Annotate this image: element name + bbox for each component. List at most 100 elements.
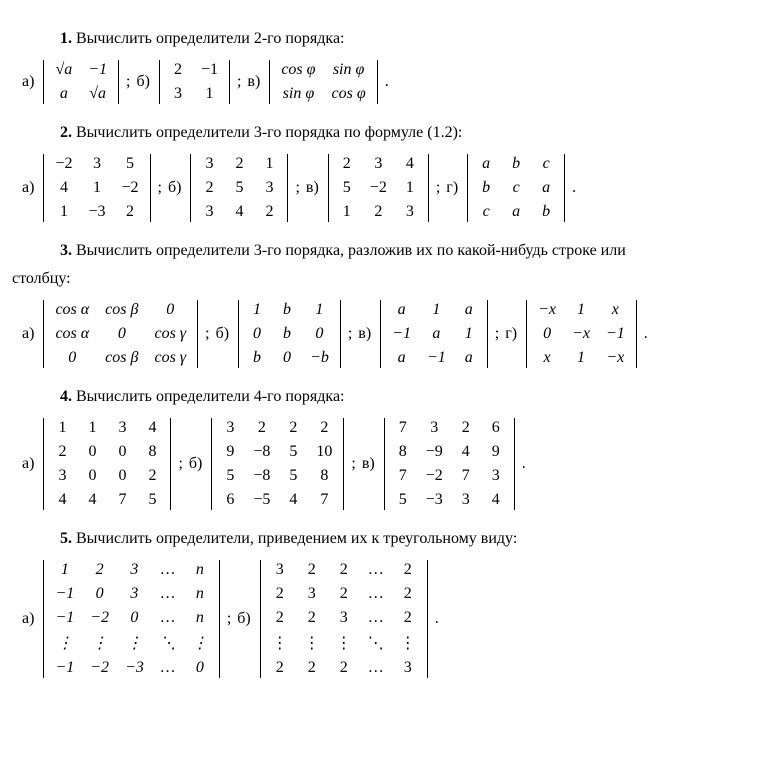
matrix-cell: 4 (451, 440, 481, 464)
matrix-cell: a (501, 200, 531, 224)
label-2g: г) (446, 179, 458, 197)
problem-3-heading: 3. Вычислить определители 3-го порядка, … (60, 242, 768, 260)
label-3a: а) (22, 325, 34, 343)
matrix-cell: c (471, 200, 501, 224)
matrix-cell: −2 (47, 152, 80, 176)
matrix-cell: 6 (215, 488, 245, 512)
problem-4-heading: 4. Вычислить определители 4-го порядка: (60, 388, 768, 406)
matrix-cell: … (360, 606, 392, 630)
matrix-cell: 3 (264, 558, 296, 582)
matrix-cell: −x (530, 298, 564, 322)
matrix-cell: −1 (47, 582, 82, 606)
det-1b: 2−131 (156, 58, 233, 106)
det-5b: 322…2232…2223…2⋮⋮⋮⋱⋮222…3 (257, 558, 431, 680)
matrix-cell: b (242, 346, 272, 370)
matrix-cell: 1 (47, 416, 77, 440)
matrix-cell: 4 (278, 488, 308, 512)
matrix-cell: 8 (388, 440, 418, 464)
problem-2-heading: 2. Вычислить определители 3-го порядка п… (60, 124, 768, 142)
matrix-cell: 1 (77, 416, 107, 440)
problem-5-row: а) 123…n−103…n−1−20…n⋮⋮⋮⋱⋮−1−2−3…0 ; б) … (22, 558, 768, 680)
label-3b: б) (216, 325, 229, 343)
matrix-cell: 2 (114, 200, 147, 224)
matrix-cell: 3 (481, 464, 511, 488)
matrix-cell: 0 (117, 606, 152, 630)
det-4a: 1134200830024475 (40, 416, 174, 512)
problem-3-text: Вычислить определители 3-го порядка, раз… (72, 242, 626, 259)
matrix-cell: 3 (392, 656, 424, 680)
matrix-cell: 3 (163, 82, 193, 106)
matrix-cell: 3 (328, 606, 360, 630)
matrix-cell: 1 (47, 558, 82, 582)
matrix-cell: 1 (302, 298, 337, 322)
matrix-cell: a (384, 298, 419, 322)
problem-1-number: 1. (60, 30, 72, 47)
matrix-cell: 3 (254, 176, 284, 200)
label-2b: б) (168, 179, 181, 197)
matrix-cell: 2 (47, 440, 77, 464)
matrix-cell: −2 (82, 656, 117, 680)
matrix-cell: 3 (215, 416, 245, 440)
det-1a: √a−1a√a (40, 58, 122, 106)
matrix-cell: 2 (264, 582, 296, 606)
matrix-cell: 2 (82, 558, 117, 582)
matrix-cell: ⋮ (296, 630, 328, 656)
matrix-cell: 4 (395, 152, 425, 176)
matrix-cell: 0 (77, 440, 107, 464)
problem-5-heading: 5. Вычислить определители, приведением и… (60, 530, 768, 548)
matrix-cell: b (272, 298, 302, 322)
matrix-cell: ⋱ (152, 630, 184, 656)
matrix-cell: 3 (451, 488, 481, 512)
matrix-cell: 1 (332, 200, 362, 224)
matrix-cell: 7 (451, 464, 481, 488)
matrix-cell: 2 (392, 582, 424, 606)
matrix-cell: 4 (224, 200, 254, 224)
problem-3-number: 3. (60, 242, 72, 259)
matrix-cell: 2 (451, 416, 481, 440)
matrix-cell: 7 (388, 464, 418, 488)
problem-1-heading: 1. Вычислить определители 2-го порядка: (60, 30, 768, 48)
matrix-cell: 0 (47, 346, 97, 370)
matrix-cell: 10 (308, 440, 340, 464)
problem-5-text: Вычислить определители, приведением их к… (72, 530, 517, 547)
matrix-cell: 2 (296, 656, 328, 680)
det-3b: 1b10b0b0−b (235, 298, 344, 370)
matrix-cell: −1 (47, 656, 82, 680)
sep-2ab: ; (158, 179, 162, 197)
sep-2bv: ; (295, 179, 299, 197)
det-5a: 123…n−103…n−1−20…n⋮⋮⋮⋱⋮−1−2−3…0 (40, 558, 222, 680)
label-5b: б) (237, 610, 250, 628)
problem-1-text: Вычислить определители 2-го порядка: (72, 30, 344, 47)
matrix-cell: −x (564, 322, 598, 346)
matrix-cell: ⋮ (184, 630, 216, 656)
matrix-cell: 5 (388, 488, 418, 512)
matrix-cell: 8 (137, 440, 167, 464)
problem-4-text: Вычислить определители 4-го порядка: (72, 388, 344, 405)
matrix-cell: 2 (328, 656, 360, 680)
matrix-cell: 1 (80, 176, 113, 200)
matrix-cell: ⋮ (264, 630, 296, 656)
matrix-cell: 3 (362, 152, 395, 176)
label-4v: в) (362, 455, 375, 473)
matrix-cell: 2 (278, 416, 308, 440)
matrix-cell: 5 (224, 176, 254, 200)
sep-1ab: ; (126, 73, 130, 91)
matrix-cell: cos φ (324, 82, 374, 106)
matrix-cell: 3 (418, 416, 451, 440)
label-2a: а) (22, 179, 34, 197)
matrix-cell: 0 (184, 656, 216, 680)
matrix-cell: … (360, 582, 392, 606)
period-5: . (435, 610, 439, 628)
matrix-cell: sin φ (324, 58, 374, 82)
matrix-cell: −1 (47, 606, 82, 630)
matrix-cell: 0 (107, 464, 137, 488)
det-4b: 32229−85105−8586−547 (208, 416, 347, 512)
matrix-cell: 3 (107, 416, 137, 440)
matrix-cell: a (471, 152, 501, 176)
label-1a: а) (22, 73, 34, 91)
matrix-cell: a (47, 82, 80, 106)
period-1: . (385, 73, 389, 91)
matrix-cell: −x (598, 346, 633, 370)
matrix-cell: ⋮ (117, 630, 152, 656)
matrix-cell: −2 (82, 606, 117, 630)
